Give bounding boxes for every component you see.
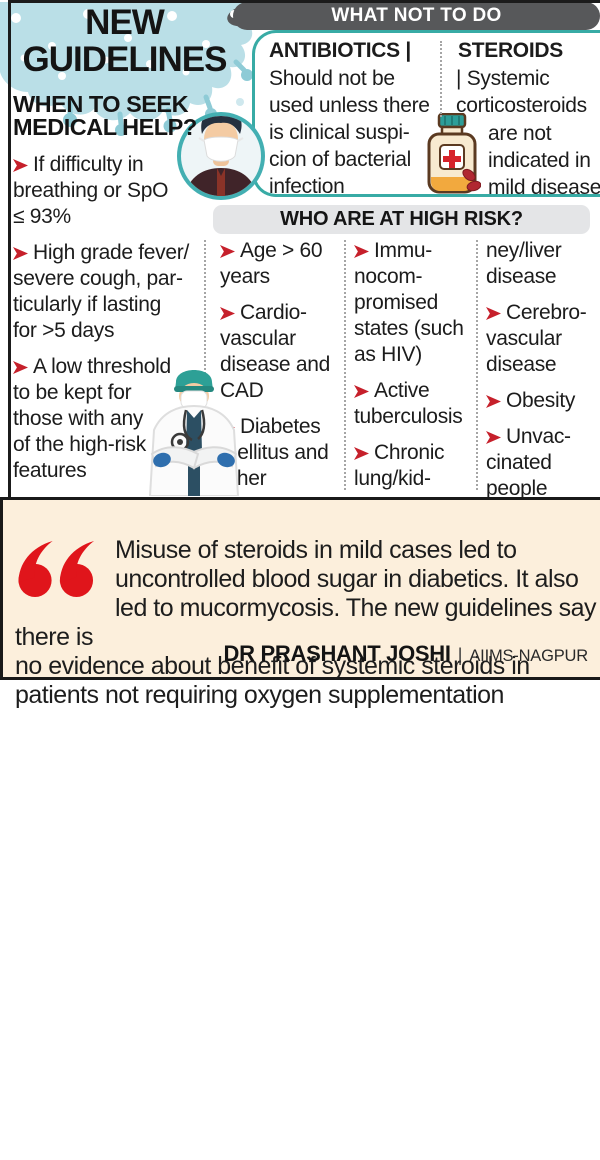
- quote-separator: |: [457, 645, 463, 665]
- what-not-to-do-box: ANTIBIOTICS | Should not be used unless …: [252, 30, 600, 199]
- page-title: NEW GUIDELINES: [22, 3, 228, 79]
- arrow-bullet-icon: [354, 385, 369, 398]
- arrow-bullet-icon: [13, 159, 28, 172]
- column-divider-dotted: [476, 240, 478, 490]
- bullet-item: Immu- nocom- promised states (such as HI…: [354, 238, 475, 368]
- bullet-item: Cardio- vascular disease and CAD: [220, 300, 344, 404]
- bullet-item: A low threshold to be kept for those wit…: [13, 354, 191, 484]
- arrow-bullet-icon: [13, 361, 28, 374]
- bullet-text: Chronic lung/kid-: [354, 441, 445, 490]
- bullet-text: A low threshold to be kept for those wit…: [13, 355, 171, 482]
- high-risk-column-3: ney/liver disease Cerebro- vascular dise…: [486, 238, 598, 512]
- arrow-bullet-icon: [220, 307, 235, 320]
- bullet-text: Immu- nocom- promised states (such as HI…: [354, 239, 464, 366]
- medicine-bottle-icon: [427, 113, 481, 194]
- quote-panel: Misuse of steroids in mild cases led to …: [0, 497, 600, 709]
- when-to-seek-list: If difficulty in breathing or SpO ≤ 93% …: [13, 152, 191, 494]
- bullet-item: Chronic lung/kid-: [354, 440, 475, 492]
- bullet-text: If difficulty in breathing or SpO ≤ 93%: [13, 153, 169, 228]
- arrow-bullet-icon: [354, 245, 369, 258]
- bullet-item: Age > 60 years: [220, 238, 344, 290]
- bullet-item: High grade fever/ severe cough, par- tic…: [13, 240, 191, 344]
- bullet-item: Cerebro- vascular disease: [486, 300, 598, 378]
- arrow-bullet-icon: [486, 395, 501, 408]
- bullet-item: Unvac- cinated people: [486, 424, 598, 502]
- arrow-bullet-icon: [354, 447, 369, 460]
- quote-block: Misuse of steroids in mild cases led to …: [15, 507, 599, 710]
- double-quote-mark-icon: [18, 541, 95, 597]
- bullet-text: Obesity: [506, 389, 576, 412]
- bullet-item-continuation: ney/liver disease: [486, 238, 598, 290]
- page-title-line2: GUIDELINES: [22, 40, 228, 79]
- quote-text: Misuse of steroids in mild cases led to …: [15, 536, 597, 709]
- steroids-text-bottom: are not indicated in mild disease: [488, 122, 600, 199]
- when-to-seek-header: WHEN TO SEEK MEDICAL HELP?: [13, 91, 197, 140]
- what-not-to-do-header: WHAT NOT TO DO: [233, 2, 600, 30]
- antibiotics-text: Should not be used unless there is clini…: [269, 67, 430, 198]
- arrow-bullet-icon: [486, 307, 501, 320]
- bullet-text: Active tuberculosis: [354, 379, 463, 428]
- high-risk-header: WHO ARE AT HIGH RISK?: [213, 205, 590, 234]
- arrow-bullet-icon: [13, 247, 28, 260]
- bullet-text: ney/liver disease: [486, 239, 562, 288]
- doctor-illustration-icon: [148, 370, 240, 496]
- page-title-line1: NEW: [85, 3, 165, 42]
- quote-author: DR PRASHANT JOSHI: [223, 641, 451, 666]
- column-divider-dotted: [204, 240, 206, 490]
- panel-top-border: [8, 0, 600, 3]
- arrow-bullet-icon: [220, 245, 235, 258]
- arrow-bullet-icon: [486, 431, 501, 444]
- coronavirus-illustration-icon: [0, 2, 286, 136]
- bullet-item: Active tuberculosis: [354, 378, 475, 430]
- bullet-item: Obesity: [486, 388, 598, 414]
- panel-left-border: [8, 0, 11, 497]
- steroids-label: STEROIDS: [458, 39, 563, 62]
- bullet-text: Cerebro- vascular disease: [486, 301, 587, 376]
- antibiotics-label: ANTIBIOTICS |: [269, 39, 411, 62]
- bullet-text: Unvac- cinated people: [486, 425, 571, 500]
- bullet-text: Age > 60 years: [220, 239, 323, 288]
- bullet-text: High grade fever/ severe cough, par- tic…: [13, 241, 189, 342]
- quote-attribution: DR PRASHANT JOSHI | AIIMS-NAGPUR: [223, 641, 589, 667]
- masked-man-avatar-icon: [177, 112, 265, 200]
- bullet-item: If difficulty in breathing or SpO ≤ 93%: [13, 152, 191, 230]
- high-risk-column-2: Immu- nocom- promised states (such as HI…: [354, 238, 475, 502]
- column-divider-dotted: [440, 41, 442, 117]
- bullet-text: Cardio- vascular disease and CAD: [220, 301, 330, 402]
- steroids-text-top: | Systemic corticosteroids: [456, 67, 587, 117]
- column-divider-dotted: [344, 240, 346, 490]
- quote-affiliation: AIIMS-NAGPUR: [469, 647, 588, 665]
